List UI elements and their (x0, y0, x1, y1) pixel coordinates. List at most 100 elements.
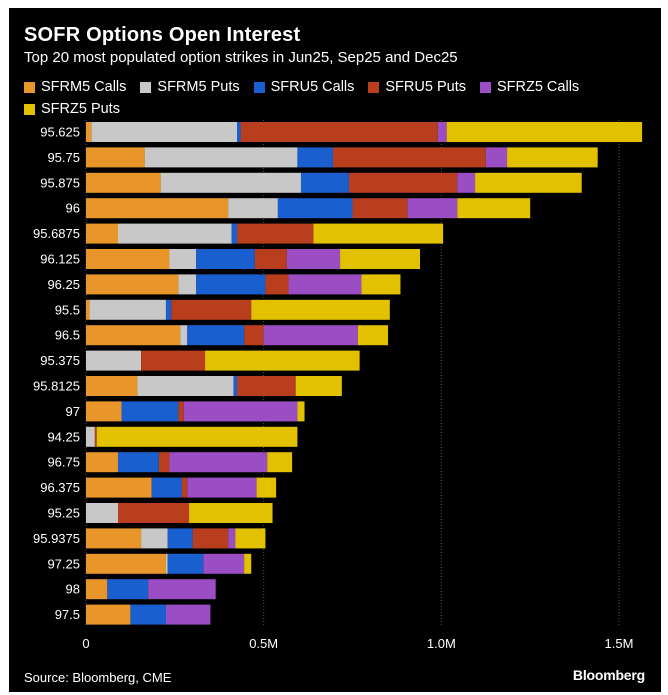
bar-segment (446, 122, 643, 142)
bar-segment (237, 122, 241, 142)
bar-segment (86, 325, 181, 346)
x-tick-label: 0 (82, 636, 89, 651)
bar-segment (297, 147, 333, 168)
y-tick-label: 94.25 (47, 429, 80, 444)
bar-segment (86, 401, 122, 422)
source-note: Source: Bloomberg, CME (24, 670, 172, 685)
bar-segment (340, 249, 421, 269)
bar-segment (189, 503, 273, 523)
y-tick-label: 95.875 (40, 175, 80, 190)
bar-segment (332, 147, 486, 168)
bar-segment (137, 376, 234, 396)
legend-label: SFRM5 Calls (41, 79, 127, 95)
bar-segment (407, 198, 458, 219)
legend-item: SFRZ5 Calls (479, 78, 580, 96)
legend-swatch (253, 81, 265, 93)
bar-segment (160, 172, 301, 193)
bar-segment (240, 122, 438, 142)
bar-segment (254, 249, 287, 269)
bar-segment (86, 249, 170, 269)
bar-segment (267, 452, 293, 473)
bar-segment (94, 426, 97, 447)
legend-swatch (368, 81, 380, 93)
bar-segment (228, 198, 278, 219)
bar-segment (169, 249, 197, 269)
x-tick-label: 1.5M (605, 636, 634, 651)
bar-segment (205, 350, 360, 371)
chart-title: SOFR Options Open Interest (24, 24, 301, 46)
bar-segment (256, 477, 277, 498)
bar-segment (300, 172, 349, 193)
legend-item: SFRU5 Puts (368, 78, 466, 96)
bar-segment (86, 122, 92, 142)
y-tick-label: 96.5 (55, 328, 80, 343)
bar-segment (158, 452, 170, 473)
bar-segment (235, 528, 266, 549)
bar-segment (148, 579, 216, 600)
x-tick-label: 0.5M (249, 636, 278, 651)
bar-segment (86, 426, 95, 447)
bar-segment (167, 553, 204, 574)
bar-segment (231, 223, 238, 244)
bar-segment (313, 223, 444, 244)
bar-chart: 0 0.5M 1.0M 1.5M 95.625 95.75 95.875 96 95.6875 9… (33, 120, 643, 651)
x-tick-label: 1.0M (427, 636, 456, 651)
y-tick-label: 95.8125 (33, 379, 80, 394)
bar-segment (165, 553, 168, 574)
legend-swatch (24, 103, 35, 115)
legend-item: SFRZ5 Puts (24, 100, 120, 118)
bar-segment (86, 299, 90, 320)
y-tick-label: 96.125 (40, 252, 80, 267)
bar-segment (277, 198, 353, 219)
bar-segment (86, 553, 166, 574)
bar-segment (167, 528, 193, 549)
y-tick-label: 95.75 (47, 150, 80, 165)
y-tick-label: 97 (66, 404, 80, 419)
bar-segment (86, 503, 118, 523)
bar-segment (183, 401, 298, 422)
bar-segment (107, 579, 149, 600)
bar-segment (457, 198, 531, 219)
legend-item: SFRU5 Calls (253, 78, 354, 96)
legend-item: SFRM5 Puts (140, 78, 240, 96)
bar-segment (130, 604, 166, 625)
y-tick-label: 95.25 (47, 506, 80, 521)
y-tick-label: 96.25 (47, 277, 80, 292)
chart-frame: SOFR Options Open Interest Top 20 most p… (9, 8, 661, 692)
bar-segment (91, 122, 238, 142)
chart-subtitle: Top 20 most populated option strikes in … (24, 49, 458, 66)
bar-segment (297, 401, 305, 422)
y-tick-label: 96 (66, 201, 80, 216)
bar-segment (165, 604, 211, 625)
y-tick-label: 97.25 (47, 556, 80, 571)
y-tick-label: 95.6875 (33, 226, 80, 241)
bar-segment (144, 147, 298, 168)
bar-segment (361, 274, 401, 295)
bar-segment (357, 325, 389, 346)
bar-segment (263, 325, 358, 346)
legend-label: SFRZ5 Calls (496, 79, 580, 95)
legend-swatch (479, 81, 491, 93)
bar-segment (196, 249, 255, 269)
bar-segment (228, 528, 236, 549)
bar-segment (437, 122, 447, 142)
bar-segment (86, 147, 145, 168)
bar-segment (457, 172, 476, 193)
bar-segment (141, 350, 206, 371)
bar-segment (86, 350, 142, 371)
bar-segment (86, 579, 108, 600)
bar-segment (86, 452, 118, 473)
bar-segment (196, 274, 266, 295)
brand-logo: Bloomberg (572, 667, 645, 683)
bar-segment (180, 325, 188, 346)
bar-segment (244, 553, 252, 574)
bar-segment (475, 172, 582, 193)
legend-swatch (140, 81, 152, 93)
bar-segment (244, 325, 264, 346)
bar-segment (86, 274, 179, 295)
bar-segment (151, 477, 182, 498)
bar-segment (86, 198, 229, 219)
bar-segment (233, 376, 238, 396)
bar-segment (295, 376, 342, 396)
legend-item: SFRM5 Calls (24, 78, 126, 96)
